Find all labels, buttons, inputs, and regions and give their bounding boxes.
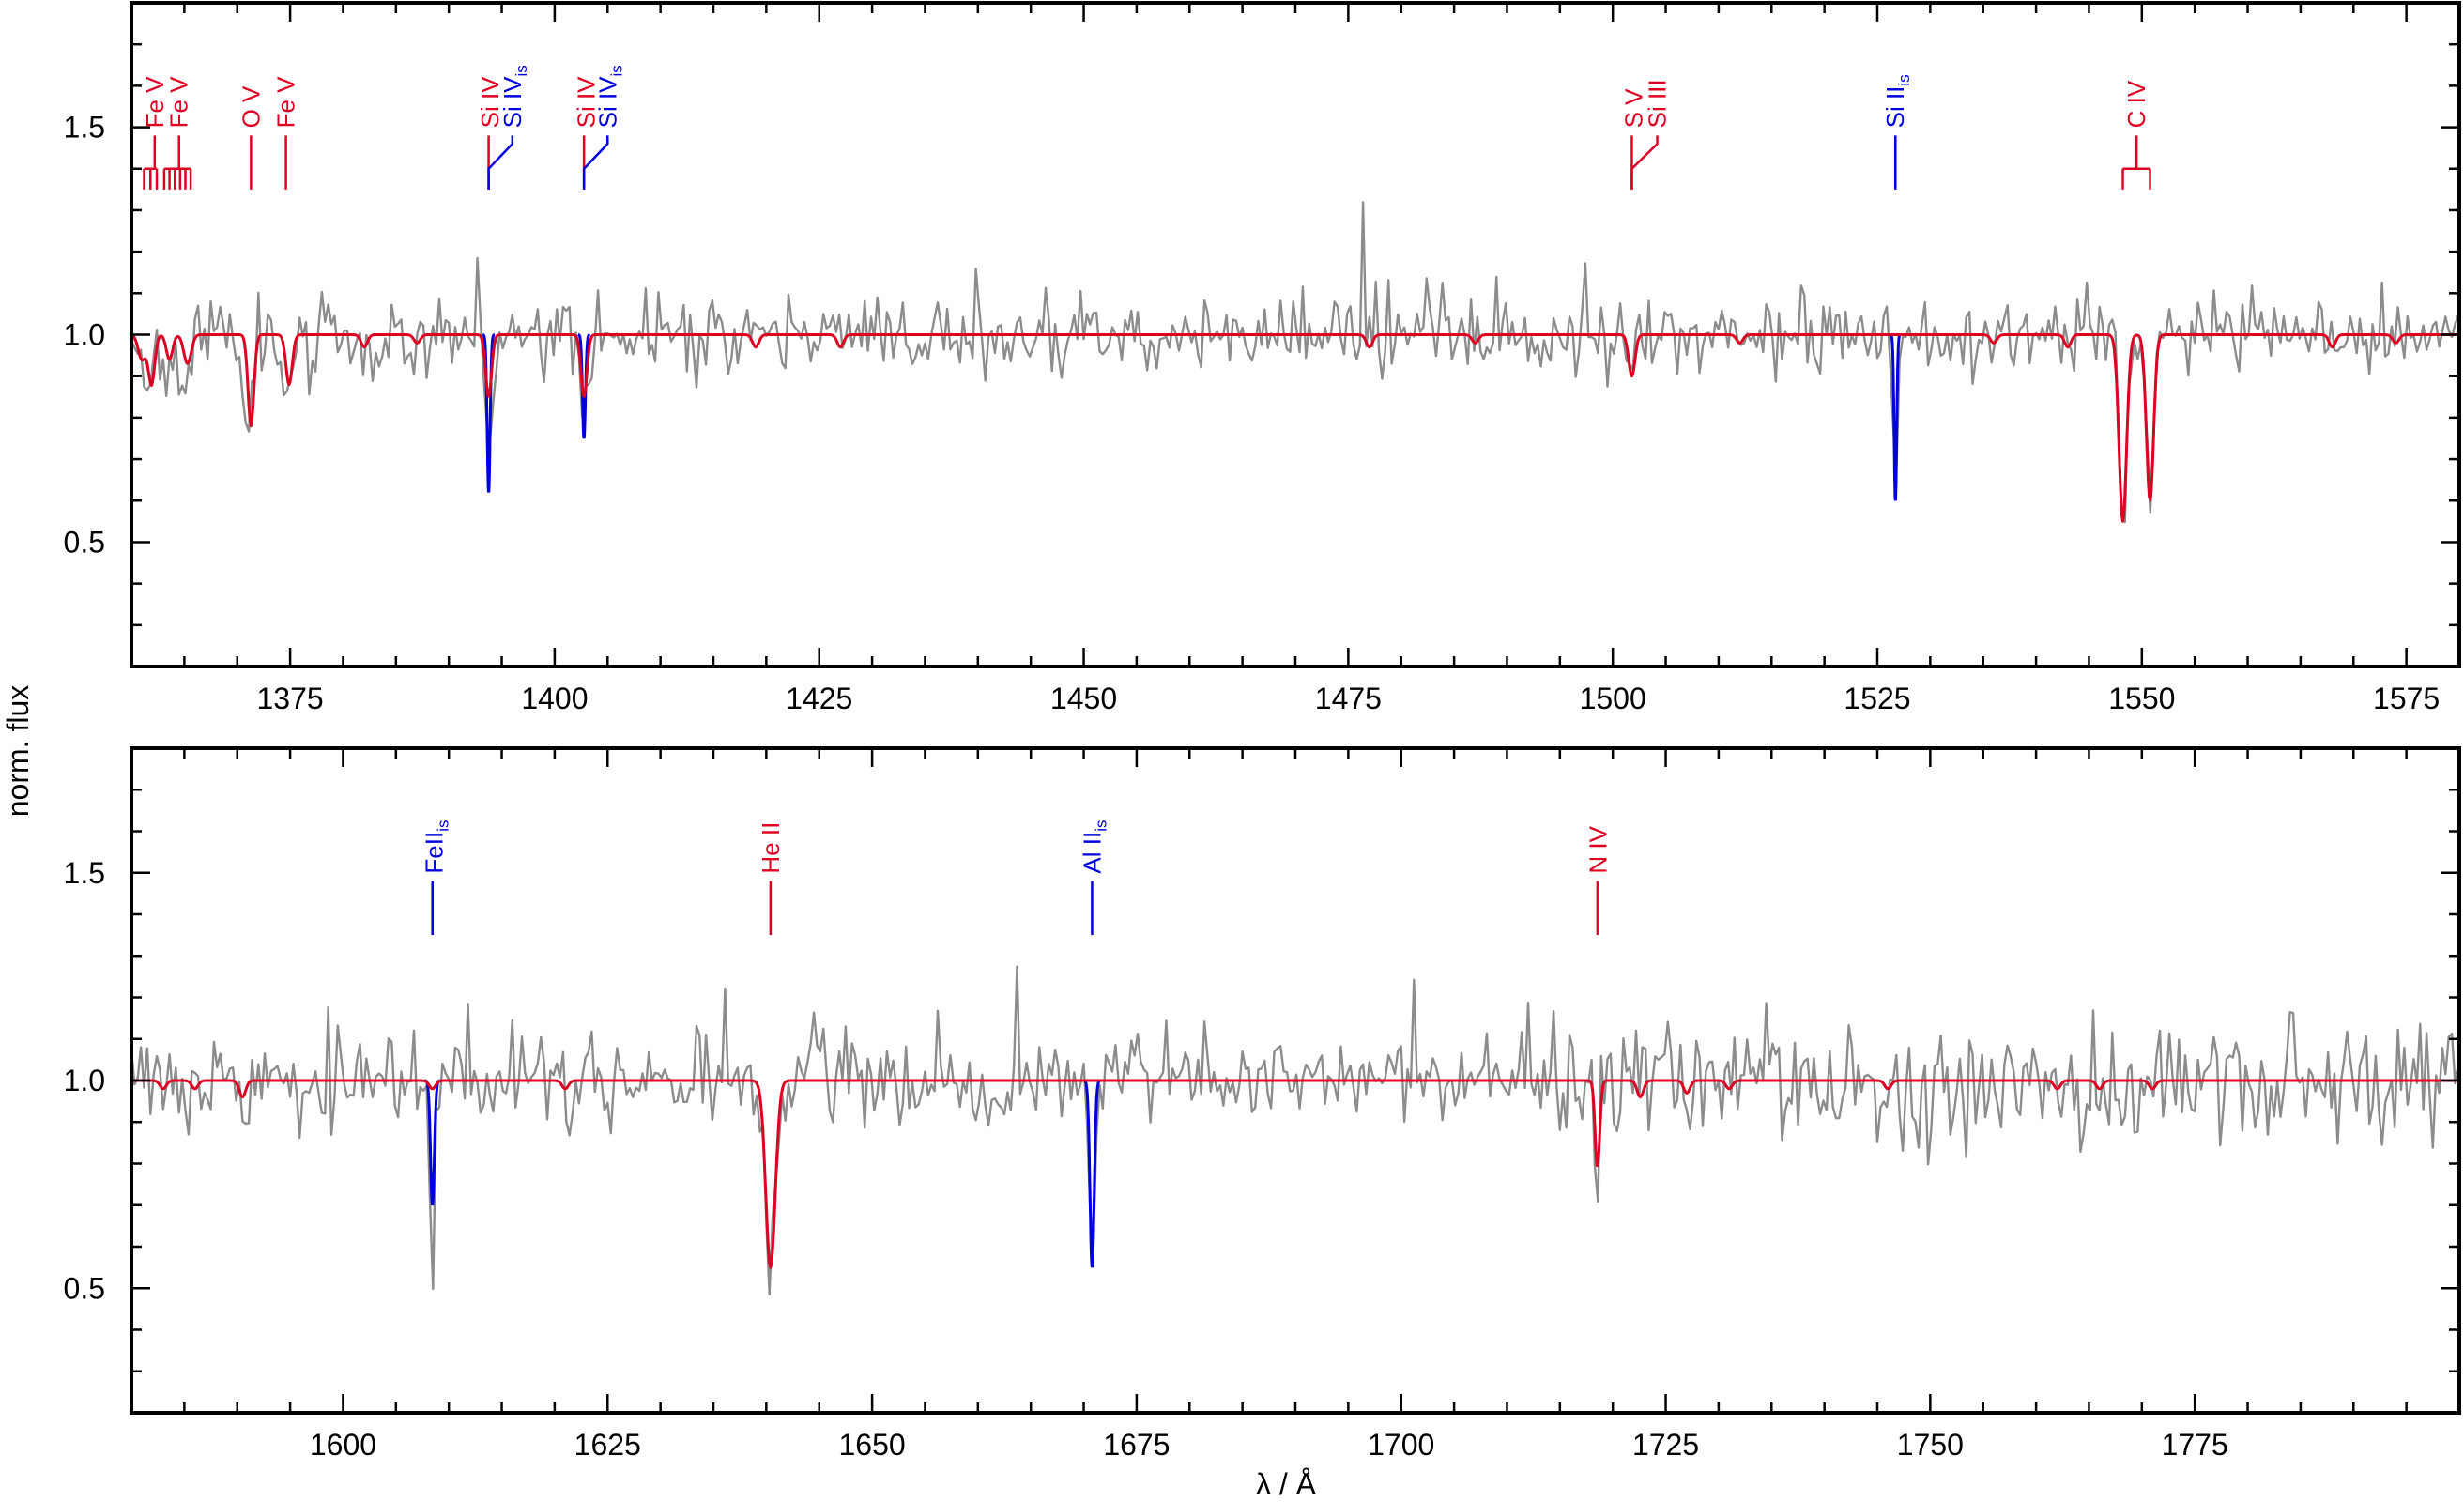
line-id-label: FeIIis bbox=[420, 820, 451, 874]
observed-spectrum bbox=[131, 201, 2459, 524]
line-id-label: C IV bbox=[2122, 80, 2150, 128]
line-id-marker: Si IIis bbox=[1881, 74, 1913, 190]
y-tick-label: 1.5 bbox=[64, 111, 105, 145]
line-id-label: Fe V bbox=[141, 76, 169, 129]
x-tick-label: 1675 bbox=[1103, 1428, 1170, 1462]
line-id-label: Al IIis bbox=[1079, 820, 1110, 874]
line-id-label: N IV bbox=[1584, 825, 1612, 873]
x-tick-label: 1550 bbox=[2108, 682, 2175, 715]
line-id-marker: O V bbox=[237, 85, 265, 190]
model-photospheric-spectrum bbox=[131, 333, 2459, 523]
model-interstellar-line bbox=[1890, 333, 1902, 501]
line-id-label: O V bbox=[237, 85, 265, 128]
y-tick-label: 0.5 bbox=[64, 1271, 105, 1305]
x-tick-label: 1425 bbox=[786, 682, 852, 715]
y-tick-label: 1.5 bbox=[64, 856, 105, 890]
x-tick-label: 1700 bbox=[1368, 1428, 1434, 1462]
x-tick-label: 1450 bbox=[1050, 682, 1117, 715]
line-id-label: Si III bbox=[1644, 79, 1672, 128]
x-tick-label: 1600 bbox=[310, 1428, 376, 1462]
x-tick-label: 1650 bbox=[838, 1428, 905, 1462]
line-id-marker: Si IVis bbox=[582, 65, 625, 190]
x-tick-label: 1475 bbox=[1315, 682, 1382, 715]
line-id-marker: Si III bbox=[1630, 79, 1672, 190]
x-tick-label: 1525 bbox=[1844, 682, 1910, 715]
line-id-marker: Al IIis bbox=[1079, 820, 1110, 936]
y-tick-label: 1.0 bbox=[64, 318, 105, 352]
line-id-marker: Fe V bbox=[272, 76, 300, 190]
line-id-marker: Si IV bbox=[476, 76, 504, 190]
line-id-marker: N IV bbox=[1584, 825, 1612, 936]
x-tick-label: 1625 bbox=[574, 1428, 641, 1462]
y-tick-label: 1.0 bbox=[64, 1064, 105, 1097]
line-id-label: Si IVis bbox=[593, 65, 625, 128]
line-id-label: S V bbox=[1620, 88, 1648, 129]
x-tick-label: 1750 bbox=[1897, 1428, 1964, 1462]
y-axis-title: norm. flux bbox=[1, 685, 35, 817]
observed-spectrum bbox=[131, 965, 2459, 1295]
line-id-marker: Si IVis bbox=[487, 65, 530, 190]
x-tick-label: 1575 bbox=[2373, 682, 2440, 715]
line-id-label: Si IVis bbox=[498, 65, 530, 128]
line-id-label: Si IV bbox=[573, 76, 601, 129]
x-axis-title: λ / Å bbox=[1256, 1467, 1317, 1501]
line-id-marker: Fe V bbox=[162, 76, 193, 190]
x-tick-label: 1400 bbox=[521, 682, 588, 715]
line-id-label: He II bbox=[757, 822, 785, 874]
line-id-marker: FeIIis bbox=[420, 820, 451, 936]
line-id-label: Si IV bbox=[476, 76, 504, 129]
model-interstellar-line bbox=[577, 333, 591, 439]
panel-bottom: 1600 1625 1650 1675 1700 1725 1750 1775 0.5 1.0 1.… bbox=[64, 746, 2461, 1462]
line-id-marker: C IV bbox=[2121, 80, 2151, 190]
x-tick-label: 1775 bbox=[2162, 1428, 2228, 1462]
y-tick-label: 0.5 bbox=[64, 525, 105, 559]
line-id-marker: Si IV bbox=[573, 76, 601, 190]
x-tick-label: 1725 bbox=[1632, 1428, 1699, 1462]
model-photospheric-spectrum bbox=[131, 1079, 2459, 1269]
panel-top: 1375 1400 1425 1450 1475 1500 1525 1550 1575 0.5 1… bbox=[64, 1, 2461, 715]
model-interstellar-line bbox=[482, 333, 496, 493]
x-tick-label: 1375 bbox=[256, 682, 323, 715]
line-id-label: Fe V bbox=[165, 76, 193, 129]
line-id-label: Fe V bbox=[272, 76, 300, 129]
line-id-marker: Fe V bbox=[141, 76, 169, 190]
model-interstellar-line bbox=[1083, 1079, 1101, 1268]
line-id-marker: He II bbox=[757, 822, 785, 936]
line-id-label: Si IIis bbox=[1881, 74, 1913, 128]
x-tick-label: 1500 bbox=[1580, 682, 1646, 715]
